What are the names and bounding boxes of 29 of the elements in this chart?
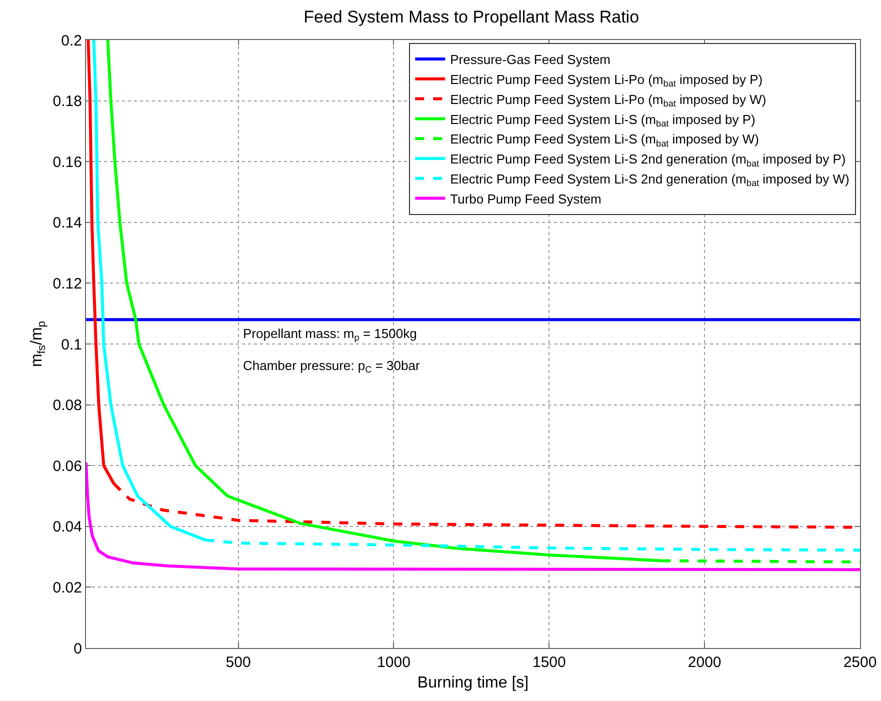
y-tick-label: 0.04 [52,518,82,536]
y-tick-label: 0.16 [52,154,82,171]
x-tick-label: 1500 [532,654,566,671]
x-tick-label: 1000 [377,654,410,671]
x-axis-title: Burning time [s] [417,674,529,692]
y-tick-label: 0 [74,640,82,658]
chart-title: Feed System Mass to Propellant Mass Ratio [304,7,640,26]
annotation: Chamber pressure: p$_{C}$ = 30bar [243,358,420,375]
y-tick-label: 0.08 [52,397,82,414]
legend-label: Electric Pump Feed System Li-Po (m$_{bat}$ imposed by W) [450,92,766,109]
legend-label: Electric Pump Feed System Li-Po (m$_{bat}$ imposed by P) [450,72,763,89]
x-tick-label: 2500 [843,654,877,671]
annotation: Propellant mass: m$_{p}$ = 1500kg [243,326,417,343]
y-tick-label: 0.14 [52,214,82,232]
x-tick-label: 500 [226,654,251,671]
legend-label: Electric Pump Feed System Li-S 2nd generation (m$_{bat}$ imposed by P) [450,152,846,168]
x-tick-label: 2000 [688,654,722,671]
y-tick-label: 0.1 [61,336,82,354]
legend-label: Electric Pump Feed System Li-S (m$_{bat}$ imposed by W) [450,132,759,148]
legend-label: Electric Pump Feed System Li-S 2nd generation (m$_{bat}$ imposed by W) [450,171,850,188]
y-tick-label: 0.02 [52,579,82,596]
y-tick-label: 0.12 [52,275,82,292]
legend-label: Turbo Pump Feed System [450,191,602,206]
y-tick-label: 0.2 [61,32,82,50]
y-tick-label: 0.06 [52,458,82,475]
legend-label: Pressure-Gas Feed System [450,52,611,68]
y-tick-label: 0.18 [52,93,82,110]
legend-label: Electric Pump Feed System Li-S (m$_{bat}$ imposed by P) [450,112,756,128]
line-series [86,461,860,572]
